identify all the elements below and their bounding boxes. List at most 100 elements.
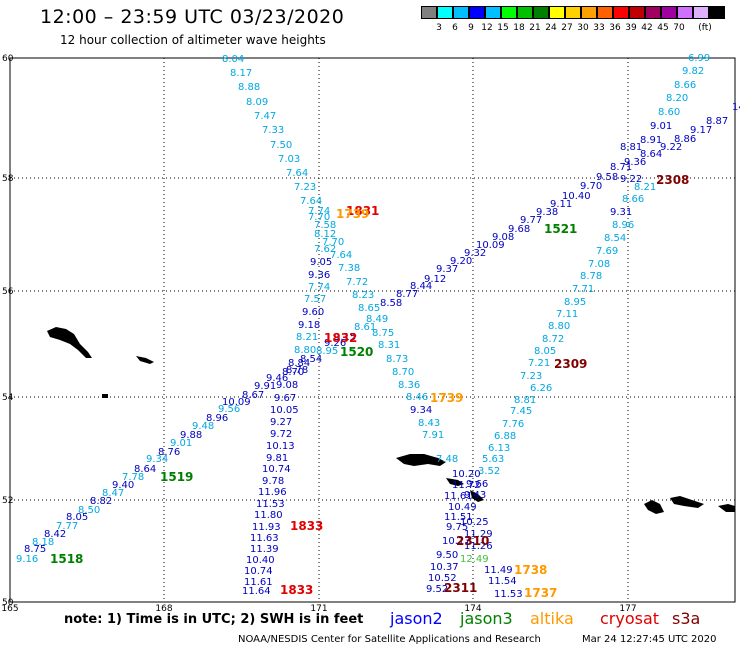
pass-time-label: 2310 [456, 534, 489, 548]
wave-height-value: 11.64 [242, 586, 271, 597]
wave-height-value: 9.16 [16, 554, 38, 565]
satellite-legend-item: altika [530, 609, 574, 628]
wave-height-value: 9.08 [276, 380, 298, 391]
wave-height-value: 9.32 [464, 248, 486, 259]
wave-height-value: 11.63 [250, 533, 279, 544]
wave-height-value: 8.81 [620, 142, 642, 153]
colorbar-swatch [645, 6, 661, 19]
wave-height-value: 7.03 [278, 154, 300, 165]
footer-credit: NOAA/NESDIS Center for Satellite Applica… [238, 634, 541, 645]
wave-height-value: 10.74 [262, 464, 291, 475]
wave-height-value: 8.75 [24, 544, 46, 555]
wave-height-value: 9.17 [690, 125, 712, 136]
latitude-label: 54 [2, 393, 14, 403]
wave-height-value: 11.72 [452, 480, 481, 491]
wave-height-value: 8.91 [640, 135, 662, 146]
colorbar-tick-label: 6 [452, 23, 458, 33]
wave-height-value: 9.78 [262, 476, 284, 487]
pass-time-label: 1518 [50, 552, 83, 566]
satellite-legend-item: jason2 [390, 609, 443, 628]
colorbar-swatch [453, 6, 469, 19]
wave-height-value: 9.60 [302, 307, 324, 318]
colorbar-tick-label: 21 [529, 23, 541, 33]
wave-height-value: 7.23 [520, 371, 542, 382]
wave-height-value: 9.70 [580, 181, 602, 192]
wave-height-value: 8.12 [314, 229, 336, 240]
colorbar-tick-label: 30 [577, 23, 589, 33]
island-adak [644, 500, 664, 514]
wave-height-value: 7.23 [294, 182, 316, 193]
wave-height-value: 9.81 [266, 453, 288, 464]
wave-height-value: 8.71 [610, 162, 632, 173]
wave-height-value: 8.05 [66, 512, 88, 523]
wave-height-value: 9.82 [682, 66, 704, 77]
longitude-label: 165 [1, 604, 18, 614]
colorbar-swatch [581, 6, 597, 19]
pass-time-label: 1831 [346, 204, 379, 218]
wave-height-value: 8.43 [418, 418, 440, 429]
satellite-legend-item: jason3 [460, 609, 513, 628]
colorbar-swatch [565, 6, 581, 19]
wave-height-value: 7.71 [572, 284, 594, 295]
wave-height-value: 7.50 [270, 140, 292, 151]
wave-height-value: 8.73 [386, 354, 408, 365]
island-amchitka [446, 478, 464, 486]
wave-height-value: 7.74 [308, 282, 330, 293]
footer-note: note: 1) Time is in UTC; 2) SWH is in fe… [64, 612, 364, 627]
wave-height-value: 8.70 [392, 367, 414, 378]
footer-date: Mar 24 12:27:45 UTC 2020 [582, 634, 717, 645]
pass-time-label: 1520 [340, 345, 373, 359]
latitude-label: 52 [2, 496, 13, 506]
colorbar-swatch [501, 6, 517, 19]
wave-height-value: 5.63 [482, 454, 504, 465]
wave-height-value: 8.64 [640, 149, 662, 160]
wave-height-value: 8.44 [410, 281, 432, 292]
wave-height-value: 7.47 [254, 111, 276, 122]
wave-height-value: 9.11 [550, 199, 572, 210]
wave-height-value: 7.48 [436, 454, 458, 465]
colorbar-tick-label: 45 [657, 23, 669, 33]
wave-height-value: 9.56 [218, 404, 240, 415]
wave-height-value: 8.96 [206, 413, 228, 424]
latitude-label: 60 [2, 54, 14, 64]
wave-height-value: 7.62 [314, 244, 336, 255]
wave-height-value: 9.36 [308, 270, 330, 281]
island-attu [47, 327, 92, 358]
wave-height-value: 8.88 [238, 82, 260, 93]
wave-height-value: 8.47 [102, 488, 124, 499]
longitude-label: 168 [155, 604, 172, 614]
pass-time-label: 1521 [544, 222, 577, 236]
longitude-label: 177 [619, 604, 636, 614]
wave-height-value: 11.61 [244, 577, 273, 588]
latitude-label: 56 [2, 287, 14, 297]
wave-height-value: 11.26 [464, 541, 493, 552]
colorbar-tick-label: 39 [625, 23, 637, 33]
wave-height-value: 6.26 [530, 383, 552, 394]
wave-height-value: 9.38 [536, 207, 558, 218]
wave-height-value: 9.77 [520, 215, 542, 226]
pass-time-label: 1739 [336, 207, 369, 221]
wave-height-value: 8.82 [90, 496, 112, 507]
wave-height-value: 6.13 [488, 443, 510, 454]
wave-height-value: 8.61 [354, 322, 376, 333]
wave-height-value: 11.29 [464, 529, 493, 540]
colorbar-tick-label: 70 [673, 23, 685, 33]
wave-height-value: 9.68 [508, 224, 530, 235]
colorbar-swatch [533, 6, 549, 19]
colorbar-tick-label: 18 [513, 23, 525, 33]
island-east [718, 504, 735, 512]
colorbar-swatch [421, 6, 437, 19]
longitude-label: 174 [464, 604, 481, 614]
wave-height-value: 7.77 [56, 521, 78, 532]
colorbar-tick-label: 36 [609, 23, 621, 33]
wave-height-value: 8.78 [580, 271, 602, 282]
colorbar-swatch [549, 6, 565, 19]
wave-height-value: 10.09 [476, 240, 505, 251]
wave-height-value: 7.21 [528, 358, 550, 369]
island-kiska [396, 454, 446, 466]
wave-height-value: 7.11 [556, 309, 578, 320]
wave-height-value: 7.70 [322, 237, 344, 248]
wave-height-value: 8.49 [366, 314, 388, 325]
wave-height-value: 7.45 [510, 406, 532, 417]
latitude-label: 50 [2, 598, 14, 608]
